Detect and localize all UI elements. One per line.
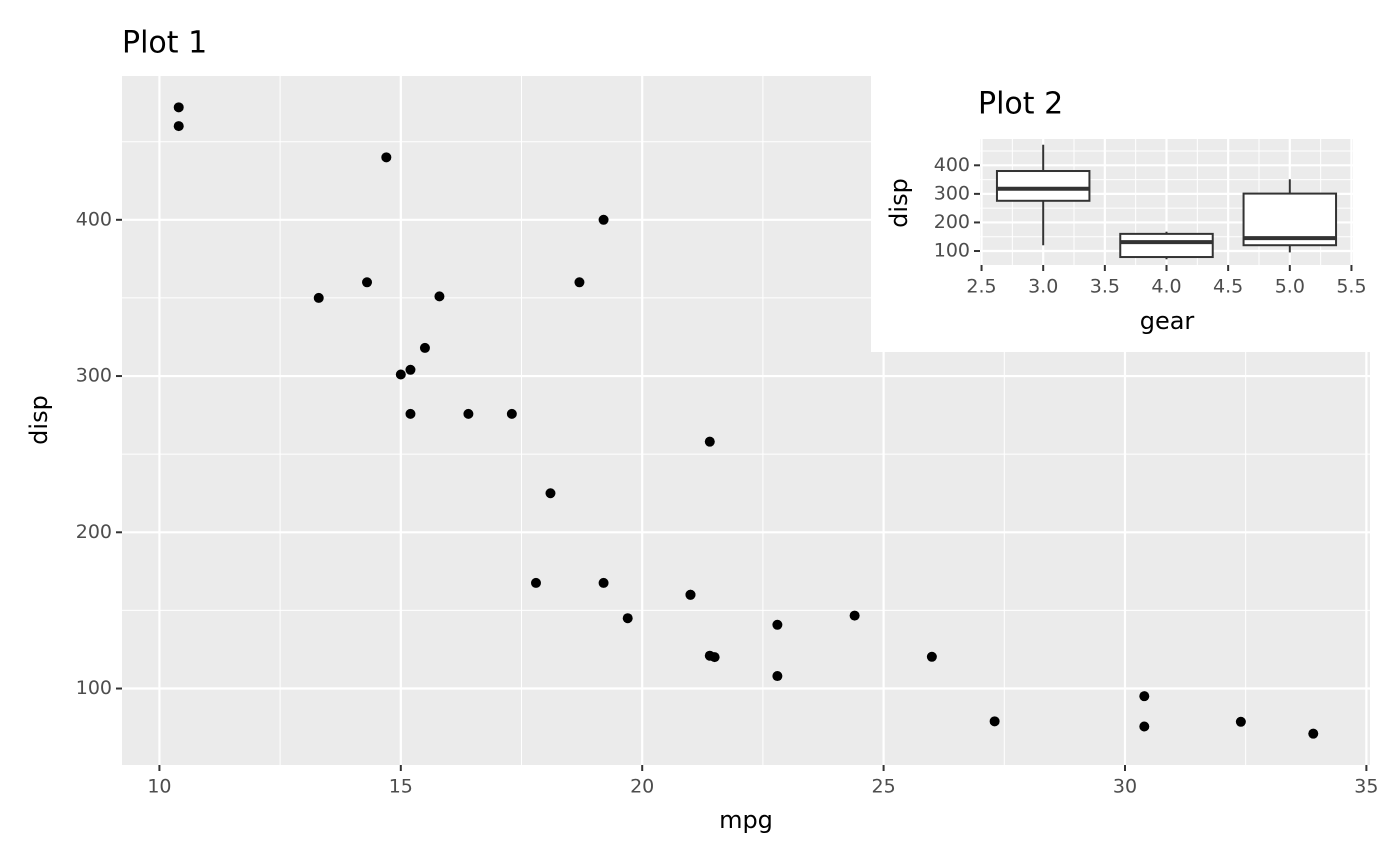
y-tick-label: 100 <box>76 677 112 699</box>
x-tick-label: 5.0 <box>1275 276 1305 298</box>
point <box>419 342 430 353</box>
box <box>1119 232 1214 259</box>
point <box>849 610 860 621</box>
point <box>362 277 373 288</box>
point <box>989 716 1000 727</box>
point <box>405 408 416 419</box>
chart-title: Plot 2 <box>978 87 1063 122</box>
point <box>395 369 406 380</box>
point <box>381 152 392 163</box>
x-tick-label: 35 <box>1354 776 1378 798</box>
x-tick-label: 25 <box>872 776 896 798</box>
x-tick-label: 2.5 <box>966 276 996 298</box>
point <box>434 291 445 302</box>
x-tick-label: 15 <box>389 776 413 798</box>
point <box>173 121 184 132</box>
point <box>173 102 184 113</box>
y-tick-label: 200 <box>934 211 970 233</box>
x-tick-label: 10 <box>147 776 171 798</box>
point <box>772 671 783 682</box>
x-tick-label: 5.5 <box>1336 276 1366 298</box>
point <box>598 577 609 588</box>
y-tick-label: 200 <box>76 521 112 543</box>
point <box>506 408 517 419</box>
x-tick-label: 30 <box>1113 776 1137 798</box>
x-tick-label: 3.5 <box>1090 276 1120 298</box>
point <box>313 292 324 303</box>
point <box>574 277 585 288</box>
x-tick-label: 4.5 <box>1213 276 1243 298</box>
x-axis-title: gear <box>1140 307 1195 335</box>
y-tick-label: 100 <box>934 240 970 262</box>
point <box>772 619 783 630</box>
y-tick-label: 400 <box>934 154 970 176</box>
point <box>1139 721 1150 732</box>
point <box>1139 691 1150 702</box>
x-tick-label: 3.0 <box>1028 276 1058 298</box>
point <box>530 577 541 588</box>
x-axis-title: mpg <box>719 806 773 834</box>
chart-title: Plot 1 <box>122 26 207 61</box>
point <box>405 364 416 375</box>
point <box>704 650 715 661</box>
x-tick-label: 4.0 <box>1151 276 1181 298</box>
y-tick-label: 400 <box>76 208 112 230</box>
point <box>463 408 474 419</box>
y-tick-label: 300 <box>934 182 970 204</box>
x-tick-label: 20 <box>630 776 654 798</box>
point <box>622 613 633 624</box>
point <box>704 436 715 447</box>
point <box>598 214 609 225</box>
point <box>545 488 556 499</box>
point <box>1235 716 1246 727</box>
y-axis-title: disp <box>885 178 913 228</box>
point <box>926 651 937 662</box>
box <box>995 170 1091 202</box>
point <box>1308 728 1319 739</box>
y-axis-title: disp <box>25 395 53 445</box>
point <box>685 589 696 600</box>
y-tick-label: 300 <box>76 365 112 387</box>
